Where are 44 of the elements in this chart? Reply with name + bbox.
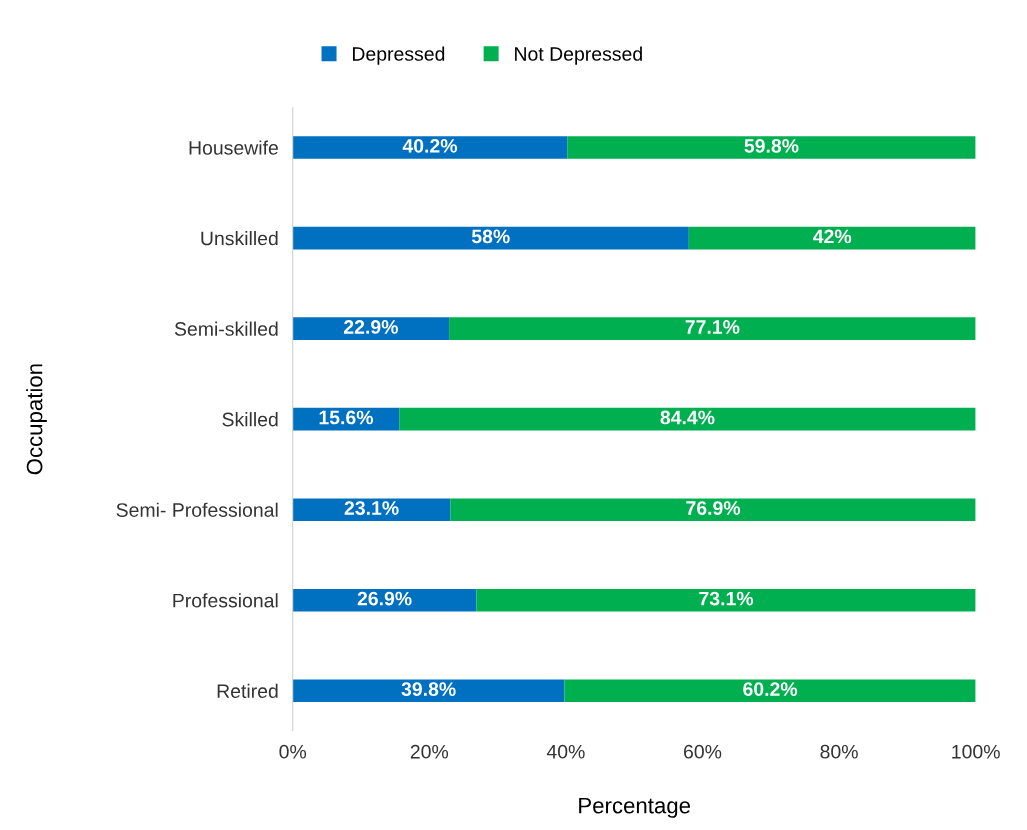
bar [292,317,450,340]
bar [292,588,477,612]
x-axis-title: Percentage [579,797,691,818]
data-label: 59.8% [744,138,799,153]
data-label: 26.9% [357,591,412,606]
bar [564,679,976,703]
y-tick-label: Semi- Professional [116,502,278,517]
y-tick-label: Skilled [222,412,278,427]
x-tick-label: 80% [820,744,858,759]
bar [292,136,568,159]
x-tick-label: 40% [546,744,585,759]
y-axis-title: Occupation [26,364,47,475]
data-label: 39.8% [401,682,456,697]
bar [567,136,976,159]
legend-label: Depressed [352,46,445,65]
data-label: 22.9% [344,320,398,334]
data-label: 60.2% [743,682,798,697]
legend-label: Not Depressed [515,46,642,65]
y-tick-label: Housewife [189,140,278,155]
bar [449,317,976,340]
bar [476,588,976,612]
x-tick-label: 0% [279,744,307,759]
bar [399,407,976,431]
data-label: 77.1% [685,320,740,334]
y-tick-label: Semi-skilled [174,321,278,336]
bar [688,226,976,250]
bar [292,226,689,250]
bar [450,498,976,522]
y-tick-label: Unskilled [201,231,278,246]
bar [292,498,451,522]
data-label: 76.9% [686,501,741,515]
data-label: 40.2% [402,138,458,153]
x-tick-label: 100% [952,744,1000,759]
y-tick-label: Professional [173,593,278,608]
data-label: 58% [471,229,510,244]
x-tick-label: 60% [684,744,722,759]
data-label: 42% [813,229,852,244]
data-label: 73.1% [699,591,754,606]
x-tick-label: 20% [410,744,449,759]
data-label: 15.6% [319,410,374,425]
data-label: 84.4% [660,410,715,425]
data-label: 23.1% [344,501,399,515]
y-tick-label: Retired [217,683,278,699]
bar [292,679,565,703]
